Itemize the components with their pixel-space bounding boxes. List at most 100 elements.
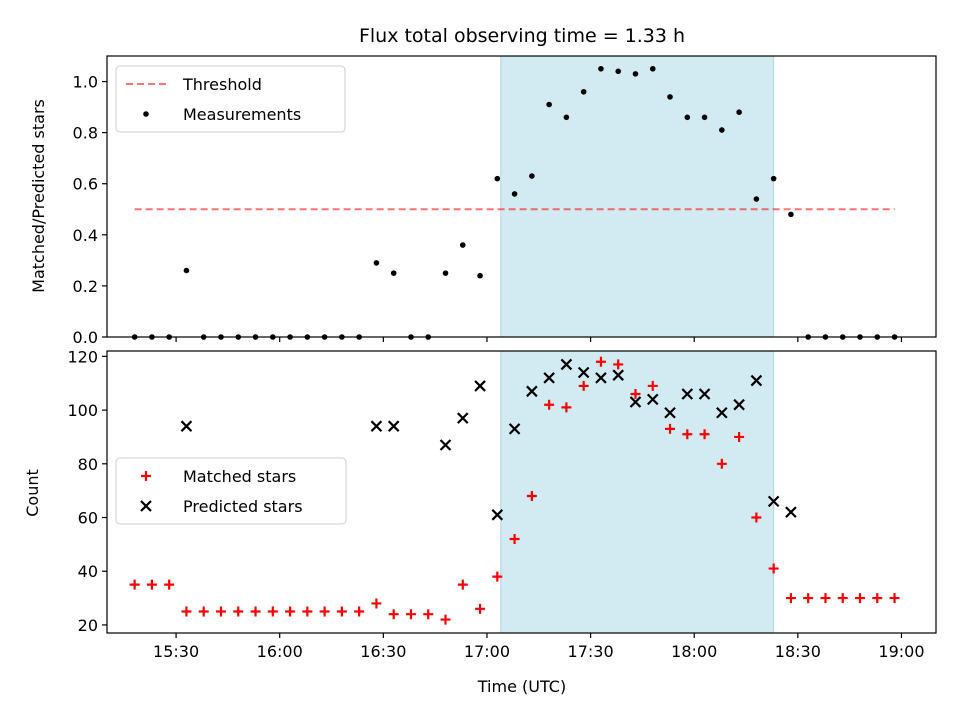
top-panel: 0.0 0.2 0.4 0.6 0.8 1.0 Threshold Measurements bbox=[73, 55, 937, 347]
top-point-0-31 bbox=[667, 94, 673, 100]
bottom-point-0-11 bbox=[319, 606, 330, 617]
bottom-point-0-23 bbox=[526, 491, 537, 502]
x-tick-label-1: 16:00 bbox=[257, 642, 303, 661]
top-point-0-18 bbox=[442, 270, 449, 276]
bottom-point-0-4 bbox=[198, 606, 209, 617]
top-y-tick-label-4: 0.8 bbox=[73, 124, 98, 143]
top-point-0-15 bbox=[390, 270, 397, 276]
top-point-0-23 bbox=[529, 173, 535, 179]
top-y-tick-label-2: 0.4 bbox=[73, 226, 98, 245]
top-point-0-25 bbox=[563, 114, 570, 121]
bottom-highlight-span bbox=[500, 350, 775, 634]
bottom-point-0-29 bbox=[630, 388, 641, 399]
bottom-point-0-12 bbox=[336, 606, 347, 617]
bottom-legend-marker-0 bbox=[141, 471, 151, 481]
bottom-point-0-37 bbox=[768, 563, 779, 574]
top-point-0-20 bbox=[477, 272, 483, 279]
top-y-tick-label-0: 0.0 bbox=[73, 328, 98, 347]
bottom-point-0-40 bbox=[820, 593, 831, 604]
top-point-0-37 bbox=[770, 175, 777, 182]
bottom-y-tick-label-3: 80 bbox=[78, 455, 98, 474]
bottom-point-1-13 bbox=[612, 369, 624, 381]
top-legend-label-0: Threshold bbox=[182, 75, 262, 94]
x-tick-label-6: 18:30 bbox=[775, 642, 821, 661]
bottom-point-0-16 bbox=[405, 609, 416, 620]
bottom-point-0-0 bbox=[129, 579, 140, 590]
bottom-point-1-19 bbox=[716, 406, 728, 419]
bottom-y-axis-title: Count bbox=[23, 469, 42, 517]
bottom-point-0-20 bbox=[475, 603, 486, 614]
bottom-point-1-12 bbox=[595, 372, 607, 384]
bottom-point-0-19 bbox=[457, 579, 468, 590]
bottom-point-0-15 bbox=[388, 609, 399, 620]
top-point-0-28 bbox=[615, 68, 622, 75]
bottom-point-1-8 bbox=[526, 385, 538, 398]
top-y-tick-label-5: 1.0 bbox=[73, 73, 98, 92]
bottom-point-1-17 bbox=[681, 388, 694, 400]
bottom-point-0-27 bbox=[595, 356, 606, 367]
bottom-point-0-24 bbox=[544, 399, 555, 410]
bottom-point-0-5 bbox=[215, 606, 226, 617]
bottom-point-1-15 bbox=[646, 393, 659, 406]
bottom-y-tick-label-5: 120 bbox=[67, 347, 98, 366]
bottom-point-1-22 bbox=[767, 495, 780, 508]
top-point-0-32 bbox=[684, 114, 691, 121]
bottom-point-1-2 bbox=[387, 420, 400, 432]
top-point-0-36 bbox=[753, 196, 760, 202]
bottom-point-0-6 bbox=[233, 606, 244, 617]
bottom-y-tick-label-0: 20 bbox=[78, 616, 98, 635]
bottom-point-0-8 bbox=[267, 606, 278, 617]
bottom-point-0-34 bbox=[716, 458, 727, 469]
top-point-0-21 bbox=[494, 175, 501, 182]
bottom-point-0-35 bbox=[734, 431, 745, 442]
top-point-0-19 bbox=[459, 242, 466, 248]
bottom-point-0-14 bbox=[371, 598, 382, 609]
bottom-point-0-31 bbox=[665, 423, 676, 434]
bottom-y-tick-label-1: 40 bbox=[78, 562, 98, 581]
bottom-point-0-9 bbox=[285, 606, 296, 617]
bottom-point-1-21 bbox=[750, 374, 763, 387]
bottom-panel: 20 40 60 80 100 120 15:30 16:00 16:30 17:00 17:30 1… bbox=[67, 347, 937, 661]
top-point-0-24 bbox=[546, 101, 552, 108]
bottom-point-0-3 bbox=[181, 606, 192, 617]
bottom-point-0-36 bbox=[751, 512, 762, 523]
bottom-point-1-14 bbox=[629, 396, 642, 408]
top-point-0-29 bbox=[632, 71, 639, 77]
x-tick-label-4: 17:30 bbox=[568, 642, 614, 661]
bottom-y-tick-label-4: 100 bbox=[67, 401, 98, 420]
bottom-legend-label-0: Matched stars bbox=[183, 467, 296, 486]
x-tick-label-3: 17:00 bbox=[464, 642, 510, 661]
bottom-point-0-41 bbox=[837, 593, 848, 604]
top-point-0-27 bbox=[598, 65, 604, 72]
x-tick-label-7: 19:00 bbox=[878, 642, 924, 661]
top-legend-label-1: Measurements bbox=[183, 105, 301, 124]
top-point-0-3 bbox=[183, 267, 190, 274]
top-legend-marker-1 bbox=[143, 111, 149, 117]
bottom-point-0-44 bbox=[889, 593, 900, 604]
bottom-point-1-11 bbox=[577, 366, 590, 379]
bottom-point-0-1 bbox=[146, 579, 157, 590]
bottom-point-0-22 bbox=[509, 534, 520, 544]
bottom-point-0-26 bbox=[578, 380, 589, 391]
bottom-point-0-30 bbox=[647, 380, 658, 391]
bottom-point-1-6 bbox=[491, 509, 504, 521]
top-axes-frame bbox=[106, 55, 937, 338]
bottom-point-1-4 bbox=[457, 412, 469, 424]
bottom-point-0-13 bbox=[354, 606, 365, 617]
top-point-0-35 bbox=[736, 109, 742, 115]
top-y-tick-label-3: 0.6 bbox=[73, 175, 98, 194]
bottom-point-0-7 bbox=[250, 606, 261, 617]
bottom-point-0-17 bbox=[423, 609, 434, 620]
bottom-axes-frame bbox=[106, 350, 937, 634]
bottom-point-1-3 bbox=[439, 439, 452, 451]
bottom-point-0-10 bbox=[302, 606, 313, 617]
top-highlight-span bbox=[500, 55, 775, 338]
top-point-0-22 bbox=[511, 191, 518, 197]
bottom-point-1-9 bbox=[543, 372, 555, 384]
bottom-point-0-25 bbox=[561, 402, 572, 413]
bottom-point-0-2 bbox=[164, 579, 175, 590]
bottom-point-0-33 bbox=[699, 429, 710, 440]
chart-title: Flux total observing time = 1.33 h bbox=[359, 25, 685, 47]
bottom-point-1-7 bbox=[508, 423, 521, 435]
